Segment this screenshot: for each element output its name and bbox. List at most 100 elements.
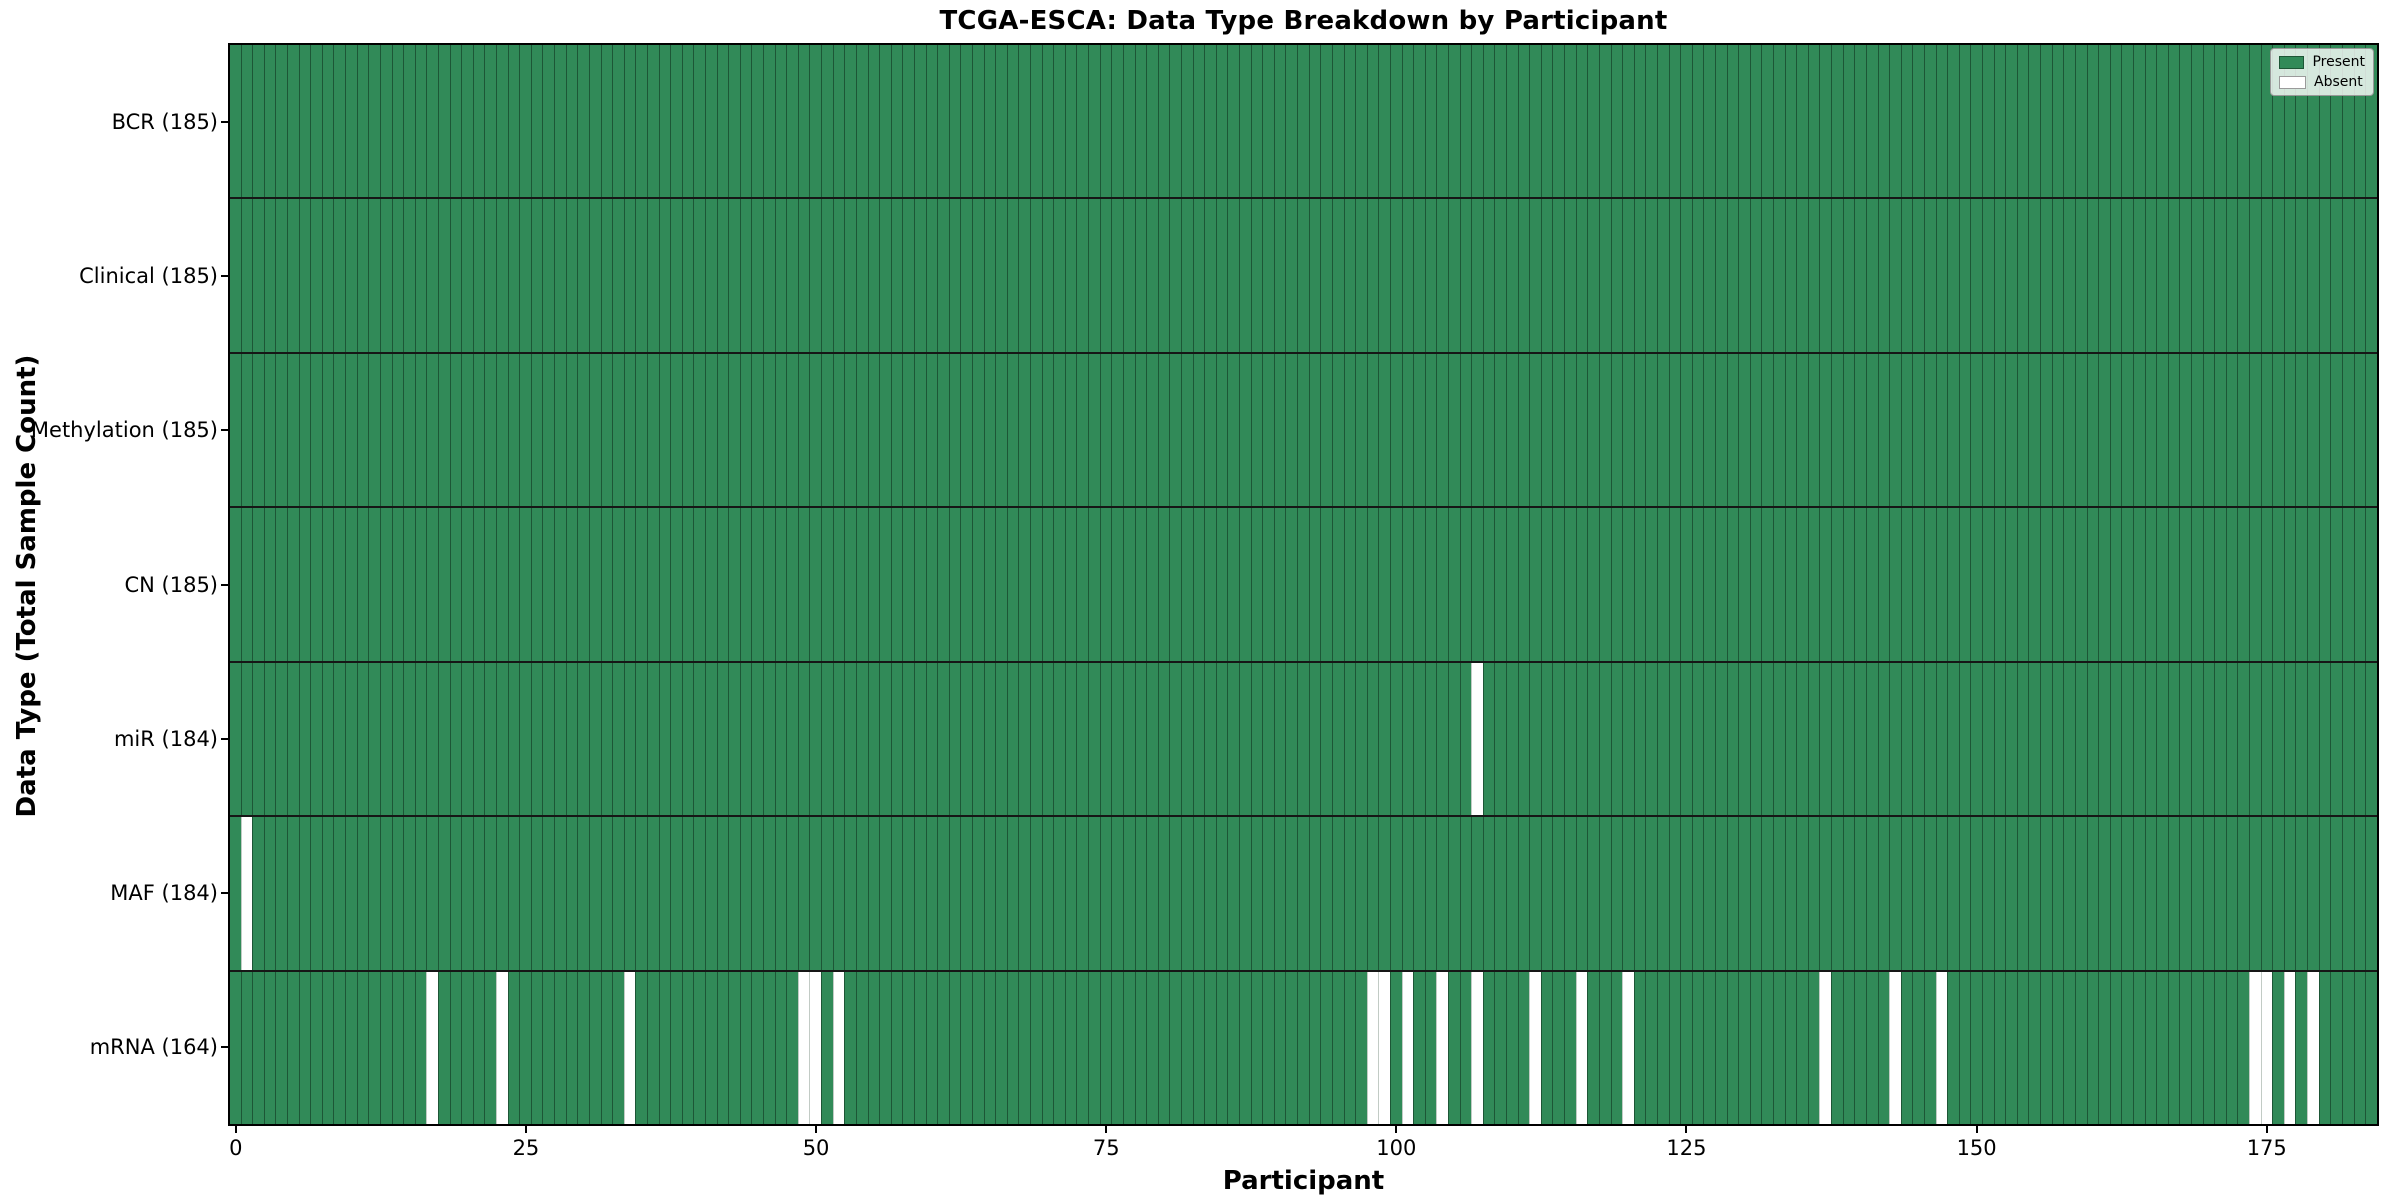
- present-cell: [403, 662, 415, 816]
- present-cell: [902, 45, 914, 198]
- present-cell: [728, 817, 740, 970]
- x-tick-label-75: 75: [1092, 1136, 1120, 1160]
- present-cell: [1343, 199, 1356, 352]
- present-cell: [2237, 199, 2250, 352]
- present-cell: [1041, 45, 1054, 198]
- present-cell: [763, 817, 775, 970]
- present-cell: [681, 662, 694, 816]
- present-cell: [1540, 199, 1553, 352]
- present-cell: [612, 817, 624, 970]
- present-cell: [1088, 353, 1100, 507]
- present-cell: [879, 662, 891, 816]
- present-cell: [333, 508, 346, 661]
- present-cell: [437, 199, 450, 352]
- present-cell: [1703, 971, 1715, 1124]
- present-cell: [1691, 199, 1704, 352]
- present-cell: [2330, 817, 2342, 970]
- present-cell: [1947, 353, 1959, 507]
- present-cell: [240, 662, 253, 816]
- present-cell: [716, 199, 729, 352]
- present-cell: [1297, 817, 1309, 970]
- present-cell: [995, 971, 1007, 1124]
- present-cell: [1761, 199, 1774, 352]
- present-cell: [1796, 199, 1808, 352]
- present-cell: [2109, 353, 2122, 507]
- present-cell: [1622, 199, 1634, 352]
- present-cell: [1006, 971, 1019, 1124]
- present-cell: [1517, 353, 1530, 507]
- present-cell: [1645, 199, 1657, 352]
- present-cell: [855, 817, 868, 970]
- present-cell: [1459, 662, 1472, 816]
- present-cell: [391, 817, 404, 970]
- present-cell: [1784, 971, 1797, 1124]
- present-cell: [1482, 662, 1495, 816]
- present-cell: [1018, 662, 1031, 816]
- present-cell: [1227, 508, 1240, 661]
- present-cell: [1088, 45, 1100, 198]
- present-cell: [321, 508, 334, 661]
- present-cell: [1796, 817, 1808, 970]
- present-cell: [879, 353, 891, 507]
- present-cell: [2353, 817, 2366, 970]
- present-cell: [1633, 353, 1646, 507]
- y-tick-label-methylation: Methylation (185): [30, 418, 218, 443]
- present-cell: [1575, 508, 1588, 661]
- present-cell: [2040, 508, 2052, 661]
- heatmap-row-maf: [230, 815, 2377, 970]
- present-cell: [2132, 662, 2145, 816]
- present-cell: [2341, 817, 2354, 970]
- present-cell: [449, 971, 462, 1124]
- present-cell: [2260, 353, 2273, 507]
- present-cell: [937, 662, 949, 816]
- absent-cell: [2260, 971, 2273, 1124]
- present-cell: [391, 971, 404, 1124]
- present-cell: [1471, 199, 1483, 352]
- present-cell: [554, 45, 566, 198]
- present-cell: [1807, 971, 1820, 1124]
- present-cell: [1355, 353, 1367, 507]
- x-tick-mark: [1975, 1126, 1978, 1133]
- present-cell: [379, 971, 392, 1124]
- legend-label: Absent: [2314, 74, 2363, 90]
- present-cell: [960, 971, 972, 1124]
- present-cell: [797, 508, 810, 661]
- present-cell: [1250, 508, 1263, 661]
- present-cell: [902, 817, 914, 970]
- present-cell: [879, 817, 891, 970]
- present-cell: [2260, 662, 2273, 816]
- present-cell: [2040, 817, 2052, 970]
- present-cell: [1331, 45, 1344, 198]
- present-cell: [1436, 817, 1448, 970]
- present-cell: [2283, 199, 2296, 352]
- present-cell: [1227, 817, 1240, 970]
- present-cell: [1773, 971, 1785, 1124]
- present-cell: [577, 353, 589, 507]
- present-cell: [1378, 508, 1390, 661]
- present-cell: [1459, 199, 1472, 352]
- present-cell: [1842, 662, 1855, 816]
- present-cell: [844, 662, 856, 816]
- present-cell: [1540, 971, 1553, 1124]
- present-cell: [2167, 45, 2180, 198]
- present-cell: [1320, 817, 1332, 970]
- present-cell: [1239, 817, 1251, 970]
- present-cell: [1970, 353, 1983, 507]
- present-cell: [1227, 353, 1240, 507]
- present-cell: [1691, 971, 1704, 1124]
- present-cell: [1738, 971, 1750, 1124]
- present-cell: [1982, 199, 1994, 352]
- present-cell: [1831, 45, 1843, 198]
- present-cell: [1564, 508, 1576, 661]
- present-cell: [635, 199, 647, 352]
- present-cell: [2074, 971, 2087, 1124]
- present-cell: [588, 817, 601, 970]
- present-cell: [612, 508, 624, 661]
- present-cell: [972, 199, 984, 352]
- present-cell: [379, 817, 392, 970]
- present-cell: [1923, 353, 1936, 507]
- present-cell: [426, 817, 438, 970]
- present-cell: [1401, 662, 1414, 816]
- present-cell: [345, 508, 357, 661]
- present-cell: [670, 353, 682, 507]
